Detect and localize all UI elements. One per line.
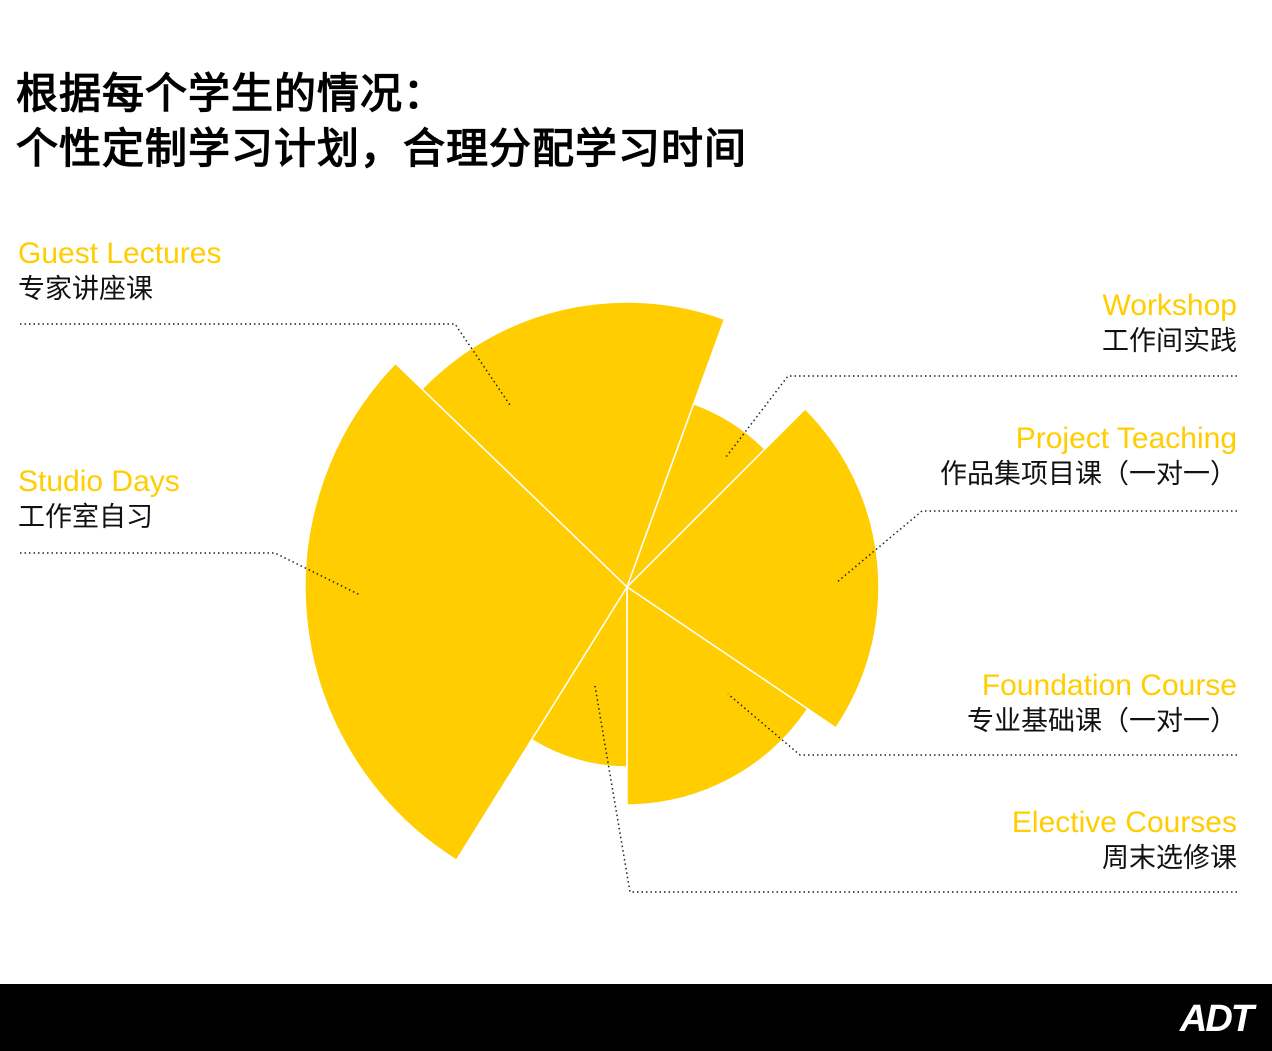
label-zh: 专家讲座课 bbox=[18, 274, 153, 305]
title-line-1: 根据每个学生的情况： bbox=[16, 69, 447, 118]
label-en: Project Teaching bbox=[1015, 422, 1237, 455]
leader-line-workshop bbox=[725, 375, 1237, 458]
adt-logo: ADT bbox=[1179, 998, 1254, 1040]
label-zh: 作品集项目课（一对一） bbox=[940, 459, 1237, 490]
label-guest-lectures: Guest Lectures 专家讲座课 bbox=[18, 236, 221, 308]
title-line-2: 个性定制学习计划，合理分配学习时间 bbox=[16, 124, 748, 173]
label-workshop: Workshop 工作间实践 bbox=[1102, 288, 1237, 360]
footer-bar: ADT bbox=[0, 984, 1272, 1051]
label-project-teaching: Project Teaching 作品集项目课（一对一） bbox=[940, 421, 1237, 493]
label-zh: 专业基础课（一对一） bbox=[967, 706, 1237, 737]
label-zh: 工作间实践 bbox=[1102, 326, 1237, 357]
segment-elective-courses bbox=[530, 584, 628, 768]
segment-guest-lectures bbox=[420, 301, 726, 589]
label-zh: 周末选修课 bbox=[1102, 843, 1237, 874]
leader-line-project-teaching bbox=[835, 510, 1237, 584]
label-foundation-course: Foundation Course 专业基础课（一对一） bbox=[967, 668, 1237, 740]
polar-area-chart bbox=[20, 301, 1237, 893]
label-en: Studio Days bbox=[18, 465, 180, 498]
page-title: 根据每个学生的情况： 个性定制学习计划，合理分配学习时间 bbox=[16, 66, 747, 176]
label-elective-courses: Elective Courses 周末选修课 bbox=[1012, 805, 1237, 877]
segment-project-teaching bbox=[625, 407, 880, 729]
label-en: Workshop bbox=[1102, 289, 1237, 322]
leader-line-guest-lectures bbox=[20, 323, 511, 406]
segment-studio-days bbox=[304, 362, 628, 862]
leader-line-foundation-course bbox=[727, 693, 1237, 756]
label-en: Elective Courses bbox=[1011, 806, 1237, 839]
label-en: Foundation Course bbox=[981, 669, 1237, 702]
label-studio-days: Studio Days 工作室自习 bbox=[18, 464, 180, 536]
segment-foundation-course bbox=[626, 585, 809, 806]
label-zh: 工作室自习 bbox=[18, 502, 153, 533]
label-en: Guest Lectures bbox=[18, 237, 222, 270]
